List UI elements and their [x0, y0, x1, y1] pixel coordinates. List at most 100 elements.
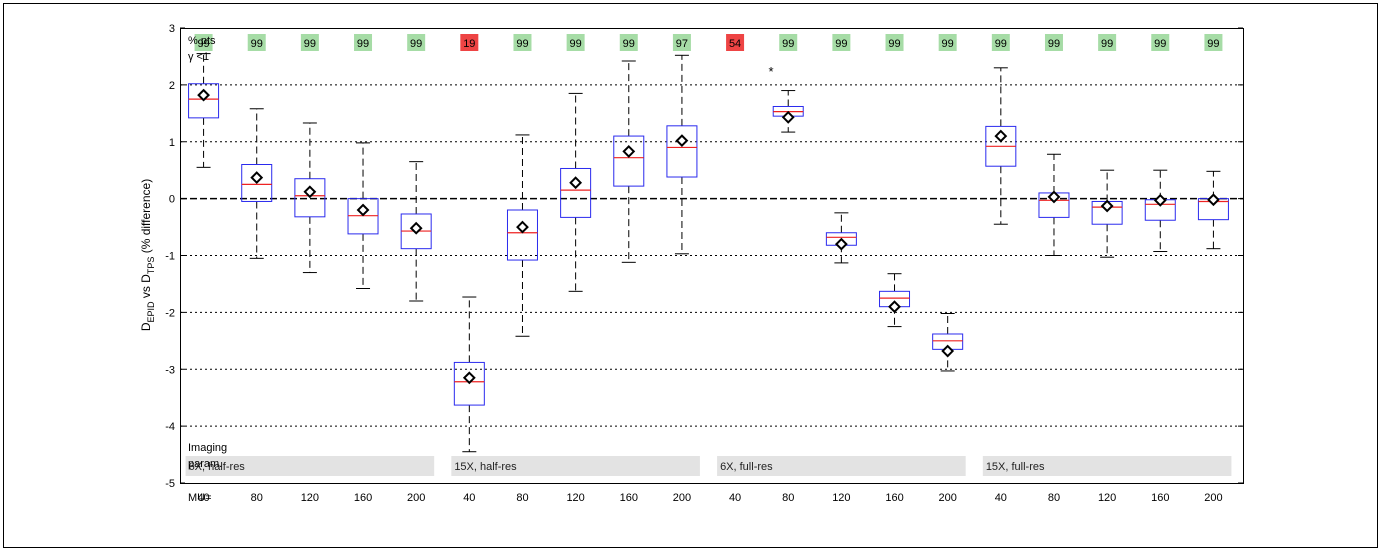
- mu-tick-label: 160: [885, 492, 903, 504]
- mu-tick-label: 40: [995, 492, 1007, 504]
- grid-lines: [180, 84, 1243, 427]
- group-label: 15X, half-res: [454, 461, 517, 473]
- pct-badge: [619, 34, 638, 51]
- pct-badge: [672, 34, 691, 51]
- pct-badge-value: 99: [251, 38, 263, 50]
- mu-tick-label: 120: [832, 492, 850, 504]
- mu-tick-label: 200: [407, 492, 425, 504]
- mean-marker: [516, 220, 529, 234]
- pct-badge: [726, 34, 745, 51]
- mean-marker: [994, 129, 1008, 143]
- mu-label: MU=: [188, 492, 212, 504]
- pct-badge-value: 97: [676, 38, 688, 50]
- mu-tick-label: 120: [301, 492, 319, 504]
- y-axis-label: DEPID vs DTPS (% difference): [139, 179, 156, 331]
- imaging-band: [185, 456, 435, 476]
- mean-marker: [356, 203, 370, 217]
- pct-badge: [513, 34, 532, 51]
- mu-tick-label: 120: [1098, 492, 1116, 504]
- mu-tick-label: 80: [1048, 492, 1060, 504]
- pct-badge-value: 99: [516, 38, 528, 50]
- box: [506, 209, 538, 261]
- pct-badge-value: 99: [1207, 38, 1219, 50]
- pct-badge-value: 99: [304, 38, 316, 50]
- pct-badge: [194, 34, 213, 51]
- pct-badge-value: 99: [782, 38, 794, 50]
- pct-badge: [779, 34, 798, 51]
- box: [241, 164, 273, 202]
- pct-badge: [1098, 34, 1117, 51]
- y-axis-label-main-2: vs D: [139, 274, 153, 302]
- pct-badge: [460, 34, 479, 51]
- y-axis-label-sub-1: EPID: [146, 301, 156, 323]
- pct-badge: [991, 34, 1010, 51]
- y-axis-label-main-1: D: [139, 322, 153, 331]
- y-axis-ticks: -5 -4 -3 -2 -1 0 1 2 3: [165, 23, 1243, 490]
- box: [560, 167, 592, 218]
- pct-badge-value: 99: [570, 38, 582, 50]
- box: [453, 361, 485, 406]
- pct-badge: [247, 34, 266, 51]
- y-tick-label: -1: [165, 251, 175, 263]
- group-label: 6X, half-res: [189, 461, 246, 473]
- imaging-label-2: param.: [188, 458, 222, 470]
- mean-marker: [250, 171, 264, 184]
- mean-marker: [834, 237, 848, 251]
- pct-badge: [407, 34, 426, 51]
- mean-marker: [303, 185, 317, 199]
- mean-marker: [1207, 193, 1220, 207]
- mu-tick-label: 160: [620, 492, 638, 504]
- y-tick-label: -5: [165, 478, 175, 490]
- y-tick-label: -4: [165, 421, 175, 433]
- mean-marker: [1047, 190, 1061, 204]
- box: [188, 83, 220, 119]
- pct-badge: [938, 34, 957, 51]
- pts-label-1: % pts: [188, 35, 216, 47]
- mean-marker: [569, 176, 583, 190]
- star-annotation: *: [768, 64, 773, 79]
- pct-badge-value: 99: [835, 38, 847, 50]
- pct-badge-value: 99: [942, 38, 954, 50]
- imaging-band: [982, 456, 1232, 476]
- y-axis-label-main-3: (% difference): [139, 179, 153, 257]
- pct-badge: [832, 34, 851, 51]
- mean-marker: [1100, 199, 1114, 213]
- mu-tick-label: 200: [938, 492, 956, 504]
- group-label: 15X, full-res: [986, 461, 1045, 473]
- mu-tick-label: 40: [197, 492, 209, 504]
- pct-badge: [1204, 34, 1223, 51]
- mu-tick-label: 80: [516, 492, 528, 504]
- mean-marker: [409, 221, 423, 235]
- mean-marker: [941, 344, 955, 358]
- pct-badge-value: 99: [888, 38, 900, 50]
- mu-tick-label: 200: [1204, 492, 1222, 504]
- y-tick-label: -3: [165, 364, 175, 376]
- pct-badge-value: 99: [410, 38, 422, 50]
- mu-tick-label: 40: [729, 492, 741, 504]
- pct-badge: [1044, 34, 1063, 51]
- mean-marker: [675, 134, 689, 148]
- box: [613, 135, 645, 187]
- pct-badge: [354, 34, 373, 51]
- mu-tick-label: 40: [463, 492, 475, 504]
- mean-marker: [1153, 193, 1167, 207]
- label-layer: 6X, half-res 40 80 120 160 200 15X, half-res 40…: [189, 34, 1223, 504]
- mu-tick-label: 160: [1151, 492, 1169, 504]
- box-series: [188, 53, 1229, 453]
- mean-marker: [462, 371, 476, 385]
- y-tick-label: 2: [169, 80, 175, 92]
- pct-badge: [566, 34, 585, 51]
- pct-badge-value: 19: [463, 38, 475, 50]
- pct-badge-value: 99: [623, 38, 635, 50]
- imaging-band: [451, 456, 700, 476]
- y-tick-label: 1: [169, 137, 175, 149]
- pct-badge: [1151, 34, 1170, 51]
- imaging-band: [717, 456, 966, 476]
- mean-marker: [622, 145, 636, 158]
- pct-badge-value: 99: [197, 38, 209, 50]
- y-tick-label: -2: [165, 307, 175, 319]
- y-axis-label-sub-2: TPS: [146, 257, 156, 275]
- box: [666, 125, 698, 178]
